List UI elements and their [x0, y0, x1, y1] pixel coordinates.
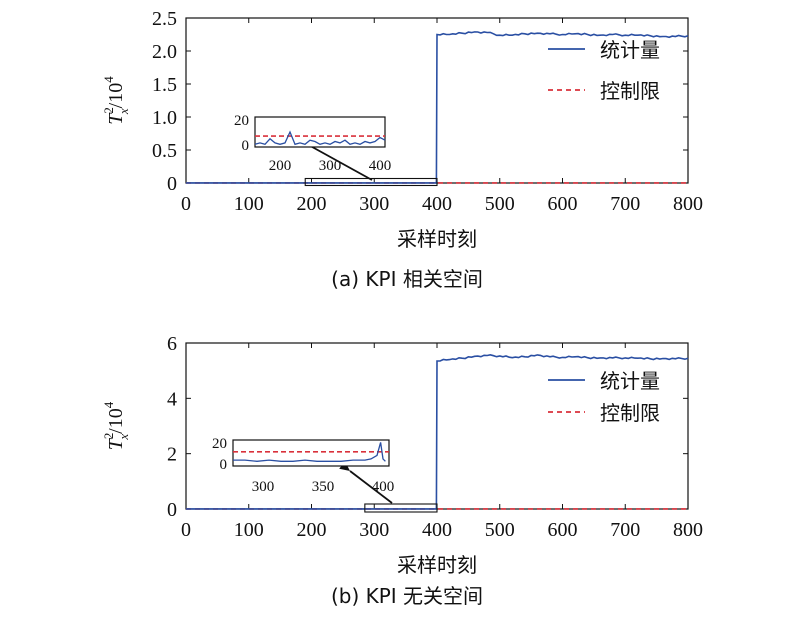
x-tick-label: 500 — [485, 519, 515, 541]
y-axis-label-part: 4 — [101, 401, 116, 408]
inset-y-tick-label: 20 — [212, 436, 227, 452]
legend-limit-label: 控制限 — [600, 401, 660, 425]
statistic-series-line — [186, 353, 689, 510]
y-axis-label-part: 2 — [101, 433, 116, 440]
x-tick-label: 800 — [673, 519, 703, 541]
x-tick-label: 700 — [610, 519, 640, 541]
y-axis-label-part: x — [116, 108, 131, 115]
y-axis-label-part: T — [105, 112, 127, 125]
x-tick-label: 200 — [297, 193, 327, 215]
x-tick-label: 300 — [359, 193, 389, 215]
inset-x-tick-label: 400 — [372, 479, 395, 495]
y-axis-label: T2x/104 — [101, 401, 131, 450]
x-tick-label: 200 — [297, 519, 327, 541]
y-tick-label: 2 — [167, 444, 177, 466]
y-axis-label-part: T — [105, 437, 127, 450]
y-tick-label: 2.5 — [152, 8, 177, 30]
x-tick-label: 300 — [359, 519, 389, 541]
legend-statistic-label: 统计量 — [600, 369, 660, 393]
y-tick-label: 0 — [167, 499, 177, 521]
inset-x-tick-label: 400 — [369, 158, 392, 174]
inset-y-tick-label: 20 — [234, 113, 249, 129]
inset-series-line — [254, 130, 386, 146]
x-axis-label: 采样时刻 — [397, 553, 477, 577]
x-tick-label: 600 — [548, 193, 578, 215]
y-tick-label: 1.5 — [152, 74, 177, 96]
y-tick-label: 4 — [167, 388, 177, 410]
inset-series-line — [233, 442, 386, 462]
zoom-region-box — [364, 503, 438, 513]
inset-x-tick-label: 200 — [269, 158, 292, 174]
y-tick-label: 1.0 — [152, 107, 177, 129]
y-axis-label-part: /10 — [105, 408, 127, 434]
x-tick-label: 100 — [234, 193, 264, 215]
legend-statistic-label: 统计量 — [600, 38, 660, 62]
inset-x-tick-label: 350 — [312, 479, 335, 495]
x-tick-label: 0 — [181, 519, 191, 541]
zoom-arrow-line — [304, 142, 373, 181]
y-axis-label: T2x/104 — [101, 76, 131, 125]
x-tick-label: 100 — [234, 519, 264, 541]
inset-x-tick-label: 300 — [319, 158, 342, 174]
x-tick-label: 400 — [422, 193, 452, 215]
x-tick-label: 400 — [422, 519, 452, 541]
legend-limit-label: 控制限 — [600, 79, 660, 103]
x-tick-label: 700 — [610, 193, 640, 215]
y-axis-label-part: /10 — [105, 83, 127, 109]
zoom-arrow-line — [349, 470, 393, 504]
x-tick-label: 600 — [548, 519, 578, 541]
panel-a: 0 100 200 300 400 500 600 700 80000.51.01.52.02.… — [101, 8, 703, 291]
y-tick-label: 0 — [167, 173, 177, 195]
x-tick-label: 500 — [485, 193, 515, 215]
y-tick-label: 2.0 — [152, 41, 177, 63]
inset-y-tick-label: 0 — [242, 138, 250, 154]
y-axis-label-part: x — [116, 434, 131, 441]
inset-frame — [232, 439, 390, 467]
panel-caption: (b) KPI 无关空间 — [331, 584, 483, 608]
x-tick-label: 0 — [181, 193, 191, 215]
y-axis-label-part: 4 — [101, 76, 116, 83]
statistic-series-line — [186, 31, 689, 184]
y-tick-label: 6 — [167, 333, 177, 355]
inset-y-tick-label: 0 — [220, 457, 228, 473]
inset-x-tick-label: 300 — [252, 479, 275, 495]
x-axis-label: 采样时刻 — [397, 227, 477, 251]
y-tick-label: 0.5 — [152, 140, 177, 162]
y-axis-label-part: 2 — [101, 107, 116, 114]
x-tick-label: 800 — [673, 193, 703, 215]
panel-caption: (a) KPI 相关空间 — [331, 267, 483, 291]
